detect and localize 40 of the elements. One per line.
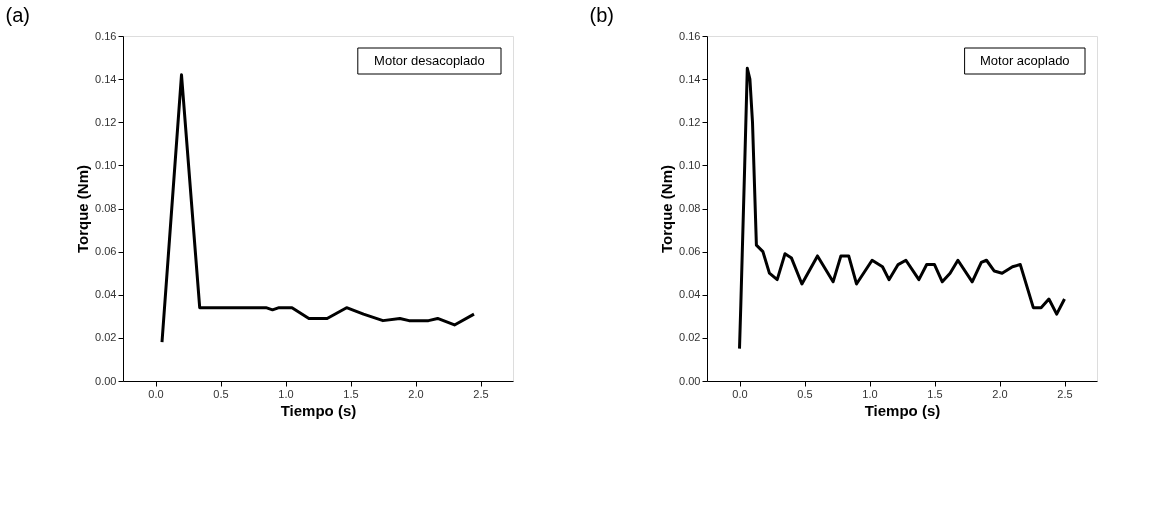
y-tick-label: 0.00 <box>95 374 117 387</box>
x-tick-label: 1.5 <box>343 387 359 400</box>
y-tick-label: 0.12 <box>95 115 117 128</box>
x-tick-label: 2.0 <box>992 387 1008 400</box>
chart-title: (a) <box>5 4 31 26</box>
line-series <box>160 73 476 344</box>
y-tick-label: 0.10 <box>679 158 701 171</box>
x-tick-label: 0.0 <box>148 387 164 400</box>
y-tick-label: 0.10 <box>95 158 117 171</box>
y-tick-label: 0.00 <box>679 374 701 387</box>
y-tick-label: 0.12 <box>679 115 701 128</box>
line-series <box>738 66 1066 351</box>
y-tick-label: 0.04 <box>95 288 117 301</box>
x-tick-label: 1.5 <box>927 387 943 400</box>
y-axis-title: Torque (Nm) <box>74 164 92 254</box>
y-tick-label: 0.02 <box>679 331 701 344</box>
y-tick-label: 0.16 <box>679 29 701 42</box>
y-tick-label: 0.06 <box>679 245 701 258</box>
annotation: Motor acoplado <box>979 53 1070 68</box>
y-tick-label: 0.06 <box>95 245 117 258</box>
chart-title: (b) <box>589 4 615 26</box>
y-tick-label: 0.04 <box>679 288 701 301</box>
y-tick-label: 0.14 <box>95 72 117 85</box>
y-tick-label: 0.08 <box>679 202 701 214</box>
x-axis-title: Tiempo (s) <box>864 401 941 419</box>
x-tick-label: 0.0 <box>732 387 748 400</box>
y-tick-label: 0.08 <box>95 202 117 214</box>
x-tick-label: 1.0 <box>862 387 878 400</box>
y-axis-title: Torque (Nm) <box>658 164 676 254</box>
x-axis-title: Tiempo (s) <box>280 401 357 419</box>
x-tick-label: 2.5 <box>1057 387 1073 400</box>
x-tick-label: 0.5 <box>213 387 229 400</box>
x-tick-label: 1.0 <box>278 387 294 400</box>
annotation: Motor desacoplado <box>374 53 485 68</box>
y-tick-label: 0.02 <box>95 331 117 344</box>
x-tick-label: 0.5 <box>797 387 813 400</box>
x-tick-label: 2.5 <box>473 387 489 400</box>
y-tick-label: 0.14 <box>679 72 701 85</box>
x-tick-label: 2.0 <box>408 387 424 400</box>
y-tick-label: 0.16 <box>95 29 117 42</box>
